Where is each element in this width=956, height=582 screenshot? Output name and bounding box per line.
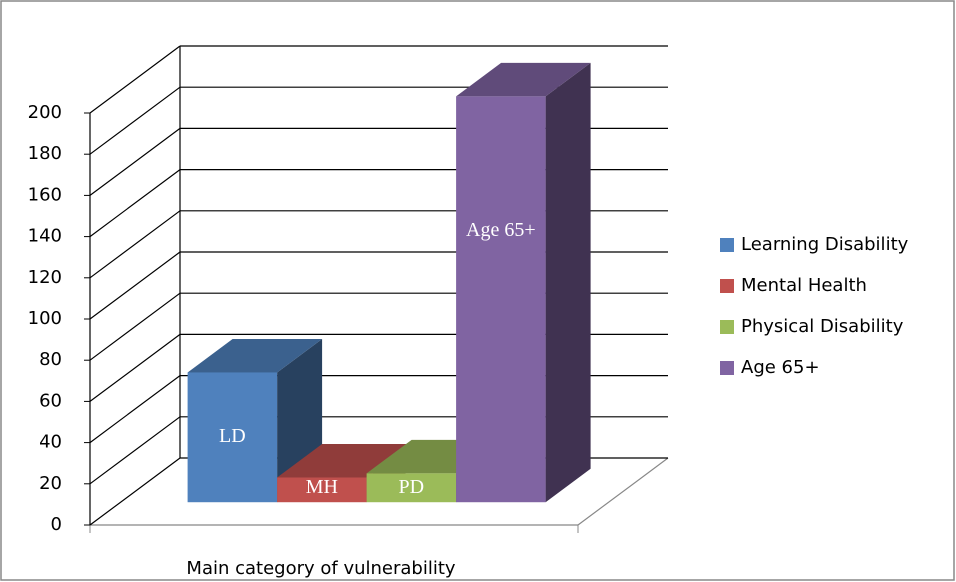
legend-swatch (720, 320, 734, 334)
bar-label: PD (399, 476, 425, 498)
grid-line (89, 416, 181, 485)
y-tick-label: 120 (28, 267, 62, 288)
bar-top (456, 62, 591, 97)
grid-line (89, 292, 181, 361)
bar-label: LD (219, 425, 246, 447)
bar-top (277, 444, 412, 478)
y-tick-label: 180 (28, 143, 62, 164)
y-tick-label: 80 (39, 349, 62, 370)
y-tick-label: 20 (39, 473, 62, 494)
legend-swatch (720, 361, 734, 375)
y-tick-label: 160 (28, 184, 62, 205)
legend-label: Age 65+ (741, 357, 820, 378)
bar (366, 473, 457, 503)
grid-line (89, 169, 181, 238)
legend-label: Learning Disability (741, 234, 909, 255)
bar-side (545, 62, 591, 503)
grid-line (89, 86, 181, 155)
y-tick-label: 140 (28, 226, 62, 247)
grid-line (89, 251, 181, 320)
bar-top (187, 338, 323, 373)
y-tick-label: 40 (39, 432, 62, 453)
bar-label: Age 65+ (466, 219, 536, 241)
grid-line (89, 457, 181, 526)
legend-swatch (720, 279, 734, 293)
bar (277, 477, 367, 503)
floor-edge (577, 457, 669, 526)
grid-line (89, 45, 181, 114)
grid-line (89, 210, 181, 279)
x-axis-title: Main category of vulnerability (186, 558, 455, 579)
legend-swatch (720, 238, 734, 252)
y-tick-label: 60 (39, 390, 62, 411)
grid-line (89, 333, 181, 402)
y-tick-label: 100 (28, 308, 62, 329)
legend-label: Physical Disability (741, 316, 904, 337)
grid-line (89, 375, 181, 444)
y-tick-label: 200 (28, 102, 62, 123)
grid-line (89, 127, 181, 196)
bar (187, 372, 278, 503)
bar (456, 96, 546, 503)
bar-label: MH (306, 476, 338, 498)
y-tick-label: 0 (51, 514, 62, 535)
legend-label: Mental Health (741, 275, 867, 296)
